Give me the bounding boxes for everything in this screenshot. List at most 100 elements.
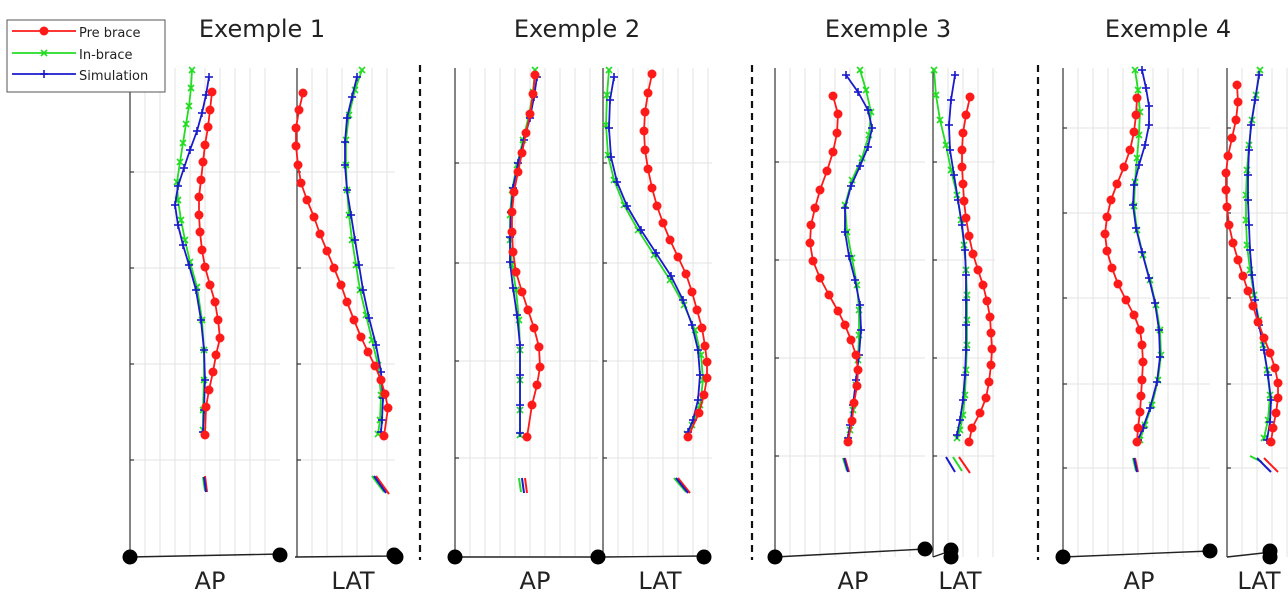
base-marker-dot	[590, 549, 606, 565]
view-grid	[130, 68, 280, 557]
marker-simulation	[1135, 161, 1143, 169]
marker-pre-brace	[528, 89, 538, 99]
view-grid	[775, 68, 925, 557]
base-marker-dot	[1055, 549, 1071, 565]
marker-in-brace	[358, 66, 366, 74]
marker-pre-brace	[1135, 325, 1145, 335]
marker-pre-brace	[296, 178, 306, 188]
marker-simulation	[355, 261, 363, 269]
marker-simulation	[1151, 299, 1159, 307]
view-axes	[932, 68, 937, 557]
marker-pre-brace	[702, 357, 712, 367]
marker-in-brace	[963, 316, 971, 324]
series-pre-brace	[957, 92, 997, 447]
marker-pre-brace	[293, 160, 303, 170]
marker-simulation	[516, 371, 524, 379]
series-pre-brace	[507, 70, 545, 442]
marker-pre-brace	[822, 166, 832, 176]
base-segment-simulation	[675, 477, 689, 494]
marker-simulation	[847, 182, 855, 190]
view-axes	[296, 68, 301, 557]
marker-pre-brace	[1106, 195, 1116, 205]
marker-pre-brace	[363, 347, 373, 357]
marker-simulation	[1156, 353, 1164, 361]
base-marker-dot	[1202, 543, 1218, 559]
marker-pre-brace	[840, 320, 850, 330]
marker-simulation	[343, 186, 351, 194]
marker-simulation	[1129, 201, 1137, 209]
view-grid	[455, 68, 598, 557]
marker-pre-brace	[1221, 185, 1231, 195]
marker-pre-brace	[294, 105, 304, 115]
marker-pre-brace	[843, 437, 853, 447]
marker-pre-brace	[1133, 423, 1143, 433]
marker-simulation	[962, 271, 970, 279]
marker-simulation	[868, 124, 876, 132]
marker-pre-brace	[1107, 263, 1117, 273]
marker-simulation	[341, 138, 349, 146]
view-axes	[454, 68, 459, 557]
marker-pre-brace	[215, 333, 225, 343]
base-segment-simulation	[1133, 457, 1138, 473]
marker-simulation	[1244, 196, 1252, 204]
marker-pre-brace	[329, 263, 339, 273]
base-segment-pre-brace	[1263, 457, 1279, 473]
panel-title-2: Exemple 2	[514, 15, 640, 43]
view-4-ap	[1100, 66, 1165, 473]
base-marker-dot	[943, 549, 959, 565]
marker-simulation	[359, 286, 367, 294]
marker-simulation	[506, 258, 514, 266]
marker-pre-brace	[1223, 151, 1233, 161]
marker-pre-brace	[1129, 127, 1139, 137]
view-3-ap	[805, 66, 876, 473]
marker-in-brace	[1134, 86, 1142, 94]
view-grid	[603, 68, 712, 557]
marker-pre-brace	[1273, 378, 1283, 388]
marker-pre-brace	[196, 175, 206, 185]
marker-simulation	[1145, 102, 1153, 110]
marker-pre-brace	[694, 408, 704, 418]
marker-simulation	[1142, 84, 1150, 92]
marker-pre-brace	[1259, 333, 1269, 343]
marker-pre-brace	[200, 262, 210, 272]
marker-pre-brace	[535, 362, 545, 372]
series-line-simulation	[1247, 74, 1272, 441]
marker-pre-brace	[1224, 220, 1234, 230]
marker-simulation	[1130, 181, 1138, 189]
base-segment-simulation	[521, 477, 525, 494]
marker-in-brace	[176, 158, 184, 166]
marker-pre-brace	[658, 218, 668, 228]
marker-pre-brace	[521, 128, 531, 138]
marker-in-brace	[930, 66, 938, 74]
marker-pre-brace	[640, 145, 650, 155]
marker-pre-brace	[958, 128, 968, 138]
marker-simulation	[854, 88, 862, 96]
marker-pre-brace	[356, 332, 366, 342]
view-4-lat	[1221, 66, 1283, 473]
marker-simulation	[1141, 141, 1149, 149]
marker-pre-brace	[699, 390, 709, 400]
marker-pre-brace	[1233, 97, 1243, 107]
marker-pre-brace	[1132, 437, 1142, 447]
marker-in-brace	[187, 84, 195, 92]
marker-simulation	[205, 73, 213, 81]
series-pre-brace	[291, 88, 393, 441]
marker-in-brace	[179, 139, 187, 147]
view-grid	[933, 68, 995, 557]
base-marker-dot	[917, 541, 933, 557]
marker-pre-brace	[673, 252, 683, 262]
marker-in-brace	[942, 141, 950, 149]
marker-pre-brace	[981, 393, 991, 403]
panel-title-1: Exemple 1	[199, 15, 325, 43]
marker-pre-brace	[1125, 145, 1135, 155]
marker-pre-brace	[1243, 286, 1253, 296]
marker-simulation	[950, 171, 958, 179]
marker-pre-brace	[1137, 340, 1147, 350]
base-marker-dot	[388, 549, 404, 565]
marker-simulation	[637, 226, 645, 234]
view-2-ap	[506, 66, 545, 494]
marker-simulation	[1155, 326, 1163, 334]
marker-pre-brace	[683, 432, 693, 442]
marker-pre-brace	[805, 238, 815, 248]
marker-pre-brace	[652, 201, 662, 211]
